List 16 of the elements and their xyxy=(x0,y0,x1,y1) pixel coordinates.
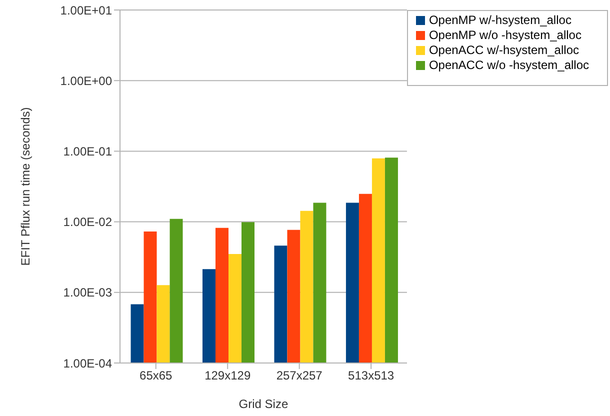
legend-label: OpenMP w/-hsystem_alloc xyxy=(428,13,572,27)
y-tick-label: 1.00E-04 xyxy=(63,356,112,370)
x-tick-label: 513x513 xyxy=(348,368,394,383)
x-tick-label: 257x257 xyxy=(276,368,323,383)
x-tick-label: 65x65 xyxy=(140,368,173,383)
y-tick-label: 1.00E-03 xyxy=(63,286,112,300)
x-tick-label: 129x129 xyxy=(204,368,251,383)
y-tick-label: 1.00E-02 xyxy=(63,215,112,230)
y-tick-label: 1.00E+01 xyxy=(60,3,112,18)
y-axis-title: EFIT Pflux run time (seconds) xyxy=(18,107,32,266)
y-tick-label: 1.00E+00 xyxy=(60,74,112,88)
x-axis-title: Grid Size xyxy=(238,397,288,411)
legend-label: OpenACC w/o -hsystem_alloc xyxy=(428,58,589,72)
legend-label: OpenACC w/-hsystem_alloc xyxy=(428,43,579,57)
y-tick-label: 1.00E-01 xyxy=(63,144,112,158)
legend-label: OpenMP w/o -hsystem_alloc xyxy=(428,28,582,42)
